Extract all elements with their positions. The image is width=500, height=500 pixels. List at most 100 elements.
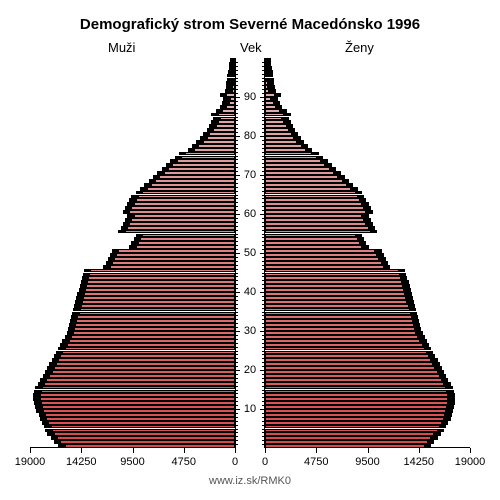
male-bar	[30, 234, 235, 238]
male-bar	[30, 378, 235, 382]
female-bar	[265, 70, 470, 74]
male-bar	[30, 323, 235, 327]
female-bar	[265, 409, 470, 413]
y-tick-label: 90	[236, 91, 264, 103]
male-bar	[30, 315, 235, 319]
female-bar	[265, 101, 470, 105]
male-bar	[30, 237, 235, 241]
female-bar	[265, 432, 470, 436]
female-bar	[265, 343, 470, 347]
female-bar	[265, 179, 470, 183]
male-bar	[30, 421, 235, 425]
female-bar	[265, 308, 470, 312]
male-bar	[30, 304, 235, 308]
male-bar	[30, 354, 235, 358]
female-bar	[265, 257, 470, 261]
male-bar	[30, 327, 235, 331]
female-bar	[265, 351, 470, 355]
male-bar	[30, 339, 235, 343]
female-bar	[265, 74, 470, 78]
male-bar	[30, 132, 235, 136]
age-label: Vek	[240, 40, 262, 55]
female-bar	[265, 62, 470, 66]
female-bar	[265, 323, 470, 327]
female-bar	[265, 113, 470, 117]
male-bar	[30, 159, 235, 163]
male-bar	[30, 70, 235, 74]
y-tick-label: 40	[236, 286, 264, 298]
female-bar	[265, 331, 470, 335]
male-bar	[30, 331, 235, 335]
female-bar	[265, 117, 470, 121]
female-bar	[265, 175, 470, 179]
x-tick-label: 14250	[66, 456, 97, 468]
male-bar	[30, 401, 235, 405]
female-bar	[265, 66, 470, 70]
male-bar	[30, 347, 235, 351]
female-bar	[265, 198, 470, 202]
male-bar	[30, 81, 235, 85]
female-bar	[265, 354, 470, 358]
female-bar	[265, 206, 470, 210]
female-bar	[265, 218, 470, 222]
female-bar	[265, 397, 470, 401]
male-bar	[30, 257, 235, 261]
x-tick-label: 4750	[304, 456, 328, 468]
male-bar	[30, 152, 235, 156]
female-bar	[265, 78, 470, 82]
male-bar	[30, 117, 235, 121]
female-bar	[265, 315, 470, 319]
male-bar	[30, 440, 235, 444]
female-bar	[265, 370, 470, 374]
female-bar	[265, 109, 470, 113]
female-bar	[265, 171, 470, 175]
male-bar	[30, 249, 235, 253]
female-bar	[265, 378, 470, 382]
male-bar	[30, 198, 235, 202]
female-bar	[265, 401, 470, 405]
female-bar	[265, 237, 470, 241]
male-bar	[30, 436, 235, 440]
male-bar	[30, 308, 235, 312]
female-bar	[265, 425, 470, 429]
y-tick-label: 20	[236, 364, 264, 376]
male-bar	[30, 210, 235, 214]
female-bar	[265, 97, 470, 101]
female-bar	[265, 280, 470, 284]
male-bar	[30, 222, 235, 226]
male-bar	[30, 226, 235, 230]
female-bar	[265, 132, 470, 136]
female-bar	[265, 202, 470, 206]
females-label: Ženy	[345, 40, 374, 55]
female-bar	[265, 234, 470, 238]
male-bar	[30, 296, 235, 300]
female-bar	[265, 300, 470, 304]
male-bar	[30, 66, 235, 70]
male-bar	[30, 429, 235, 433]
male-bar	[30, 276, 235, 280]
male-bar	[30, 148, 235, 152]
x-tick-label: 4750	[172, 456, 196, 468]
female-bar	[265, 214, 470, 218]
male-bar	[30, 280, 235, 284]
male-bar	[30, 300, 235, 304]
male-bar	[30, 405, 235, 409]
male-bar	[30, 358, 235, 362]
male-bar	[30, 101, 235, 105]
male-bar	[30, 425, 235, 429]
female-bar	[265, 269, 470, 273]
chart-title: Demografický strom Severné Macedónsko 19…	[0, 16, 500, 33]
male-bar	[30, 202, 235, 206]
female-bar	[265, 347, 470, 351]
male-bar	[30, 124, 235, 128]
male-bar	[30, 362, 235, 366]
female-bar	[265, 222, 470, 226]
female-bar	[265, 327, 470, 331]
male-bar	[30, 128, 235, 132]
male-bar	[30, 351, 235, 355]
bars-left	[30, 58, 235, 448]
female-bar	[265, 393, 470, 397]
male-bar	[30, 105, 235, 109]
female-bar	[265, 390, 470, 394]
female-bar	[265, 210, 470, 214]
